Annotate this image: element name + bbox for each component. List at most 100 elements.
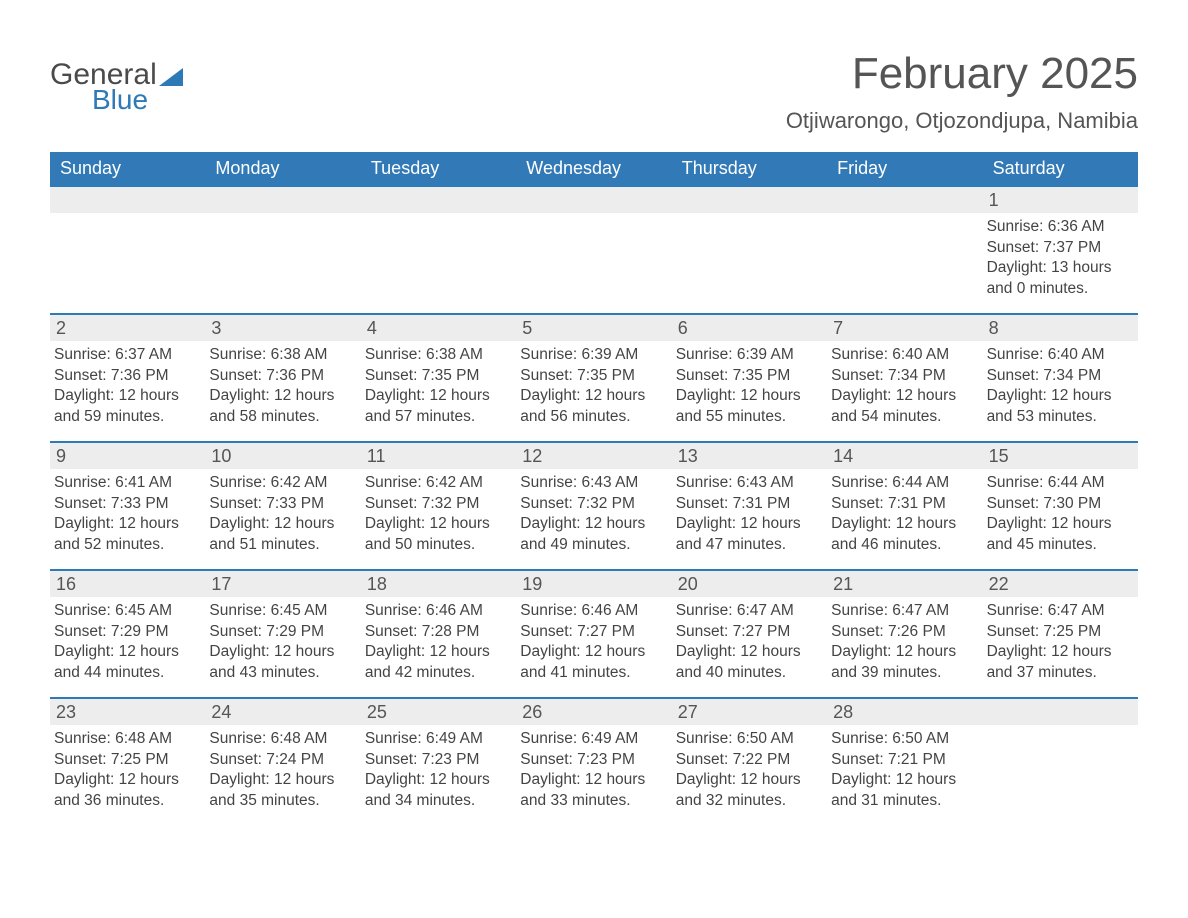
day-content: Sunrise: 6:47 AMSunset: 7:27 PMDaylight:… (672, 597, 827, 683)
day-content: Sunrise: 6:38 AMSunset: 7:36 PMDaylight:… (205, 341, 360, 427)
daylight-line: Daylight: 12 hours and 39 minutes. (831, 642, 978, 683)
day-cell: 2Sunrise: 6:37 AMSunset: 7:36 PMDaylight… (50, 315, 205, 429)
day-number-band: 15 (983, 443, 1138, 469)
daylight-line: Daylight: 12 hours and 31 minutes. (831, 770, 978, 811)
sunset-line: Sunset: 7:29 PM (209, 622, 356, 642)
sunset-line: Sunset: 7:37 PM (987, 238, 1134, 258)
sunset-line: Sunset: 7:24 PM (209, 750, 356, 770)
daylight-line: Daylight: 12 hours and 49 minutes. (520, 514, 667, 555)
day-content: Sunrise: 6:41 AMSunset: 7:33 PMDaylight:… (50, 469, 205, 555)
day-cell: 28Sunrise: 6:50 AMSunset: 7:21 PMDayligh… (827, 699, 982, 815)
day-cell (516, 187, 671, 301)
dow-cell: Sunday (50, 152, 205, 185)
sunrise-line: Sunrise: 6:40 AM (987, 345, 1134, 365)
sunset-line: Sunset: 7:33 PM (209, 494, 356, 514)
day-content: Sunrise: 6:47 AMSunset: 7:25 PMDaylight:… (983, 597, 1138, 683)
day-cell: 26Sunrise: 6:49 AMSunset: 7:23 PMDayligh… (516, 699, 671, 815)
day-cell: 12Sunrise: 6:43 AMSunset: 7:32 PMDayligh… (516, 443, 671, 557)
day-content: Sunrise: 6:40 AMSunset: 7:34 PMDaylight:… (827, 341, 982, 427)
sunset-line: Sunset: 7:27 PM (520, 622, 667, 642)
day-number: 4 (367, 318, 377, 339)
day-number: 5 (522, 318, 532, 339)
day-number-band: 12 (516, 443, 671, 469)
logo-word-blue: Blue (92, 86, 183, 114)
day-content: Sunrise: 6:46 AMSunset: 7:28 PMDaylight:… (361, 597, 516, 683)
sunset-line: Sunset: 7:23 PM (520, 750, 667, 770)
day-content: Sunrise: 6:44 AMSunset: 7:31 PMDaylight:… (827, 469, 982, 555)
day-number: 23 (56, 702, 76, 723)
day-content: Sunrise: 6:46 AMSunset: 7:27 PMDaylight:… (516, 597, 671, 683)
day-number-band: 22 (983, 571, 1138, 597)
day-number-band: 19 (516, 571, 671, 597)
day-number-band: 7 (827, 315, 982, 341)
brand-logo: General Blue (50, 50, 183, 114)
day-content: Sunrise: 6:42 AMSunset: 7:32 PMDaylight:… (361, 469, 516, 555)
sunrise-line: Sunrise: 6:46 AM (365, 601, 512, 621)
month-title: February 2025 (786, 50, 1138, 98)
sunset-line: Sunset: 7:26 PM (831, 622, 978, 642)
daylight-line: Daylight: 12 hours and 56 minutes. (520, 386, 667, 427)
dow-cell: Friday (827, 152, 982, 185)
day-content: Sunrise: 6:43 AMSunset: 7:31 PMDaylight:… (672, 469, 827, 555)
day-cell: 13Sunrise: 6:43 AMSunset: 7:31 PMDayligh… (672, 443, 827, 557)
daylight-line: Daylight: 12 hours and 50 minutes. (365, 514, 512, 555)
sunrise-line: Sunrise: 6:45 AM (209, 601, 356, 621)
day-cell: 16Sunrise: 6:45 AMSunset: 7:29 PMDayligh… (50, 571, 205, 685)
day-number-band: 26 (516, 699, 671, 725)
day-content: Sunrise: 6:40 AMSunset: 7:34 PMDaylight:… (983, 341, 1138, 427)
day-number-band: 23 (50, 699, 205, 725)
sunrise-line: Sunrise: 6:44 AM (831, 473, 978, 493)
day-number: 10 (211, 446, 231, 467)
day-number-band: 16 (50, 571, 205, 597)
day-cell: 10Sunrise: 6:42 AMSunset: 7:33 PMDayligh… (205, 443, 360, 557)
dow-cell: Saturday (983, 152, 1138, 185)
day-cell: 6Sunrise: 6:39 AMSunset: 7:35 PMDaylight… (672, 315, 827, 429)
day-cell: 19Sunrise: 6:46 AMSunset: 7:27 PMDayligh… (516, 571, 671, 685)
daylight-line: Daylight: 12 hours and 53 minutes. (987, 386, 1134, 427)
day-cell: 9Sunrise: 6:41 AMSunset: 7:33 PMDaylight… (50, 443, 205, 557)
header: General Blue February 2025 Otjiwarongo, … (50, 50, 1138, 134)
daylight-line: Daylight: 12 hours and 37 minutes. (987, 642, 1134, 683)
day-number-band: 28 (827, 699, 982, 725)
sunrise-line: Sunrise: 6:48 AM (54, 729, 201, 749)
day-cell: 5Sunrise: 6:39 AMSunset: 7:35 PMDaylight… (516, 315, 671, 429)
day-number: 24 (211, 702, 231, 723)
day-number-band (672, 187, 827, 213)
day-number: 6 (678, 318, 688, 339)
day-cell: 21Sunrise: 6:47 AMSunset: 7:26 PMDayligh… (827, 571, 982, 685)
day-number: 20 (678, 574, 698, 595)
day-number-band: 2 (50, 315, 205, 341)
sunset-line: Sunset: 7:29 PM (54, 622, 201, 642)
day-cell (827, 187, 982, 301)
day-number: 2 (56, 318, 66, 339)
day-of-week-header: SundayMondayTuesdayWednesdayThursdayFrid… (50, 152, 1138, 185)
day-cell: 23Sunrise: 6:48 AMSunset: 7:25 PMDayligh… (50, 699, 205, 815)
day-content: Sunrise: 6:45 AMSunset: 7:29 PMDaylight:… (50, 597, 205, 683)
day-content: Sunrise: 6:38 AMSunset: 7:35 PMDaylight:… (361, 341, 516, 427)
day-number-band: 10 (205, 443, 360, 469)
day-number: 15 (989, 446, 1009, 467)
sunrise-line: Sunrise: 6:38 AM (209, 345, 356, 365)
daylight-line: Daylight: 12 hours and 42 minutes. (365, 642, 512, 683)
day-number-band: 5 (516, 315, 671, 341)
sunset-line: Sunset: 7:34 PM (987, 366, 1134, 386)
day-content: Sunrise: 6:44 AMSunset: 7:30 PMDaylight:… (983, 469, 1138, 555)
sunset-line: Sunset: 7:33 PM (54, 494, 201, 514)
sunrise-line: Sunrise: 6:49 AM (365, 729, 512, 749)
sunset-line: Sunset: 7:31 PM (831, 494, 978, 514)
sunrise-line: Sunrise: 6:38 AM (365, 345, 512, 365)
day-number: 17 (211, 574, 231, 595)
day-number: 14 (833, 446, 853, 467)
day-cell (205, 187, 360, 301)
sunrise-line: Sunrise: 6:50 AM (676, 729, 823, 749)
day-content: Sunrise: 6:39 AMSunset: 7:35 PMDaylight:… (516, 341, 671, 427)
sunrise-line: Sunrise: 6:41 AM (54, 473, 201, 493)
day-content: Sunrise: 6:49 AMSunset: 7:23 PMDaylight:… (516, 725, 671, 811)
daylight-line: Daylight: 12 hours and 32 minutes. (676, 770, 823, 811)
day-cell (983, 699, 1138, 815)
sunset-line: Sunset: 7:35 PM (520, 366, 667, 386)
day-cell: 22Sunrise: 6:47 AMSunset: 7:25 PMDayligh… (983, 571, 1138, 685)
day-content: Sunrise: 6:43 AMSunset: 7:32 PMDaylight:… (516, 469, 671, 555)
sunrise-line: Sunrise: 6:50 AM (831, 729, 978, 749)
week-row: 2Sunrise: 6:37 AMSunset: 7:36 PMDaylight… (50, 313, 1138, 441)
